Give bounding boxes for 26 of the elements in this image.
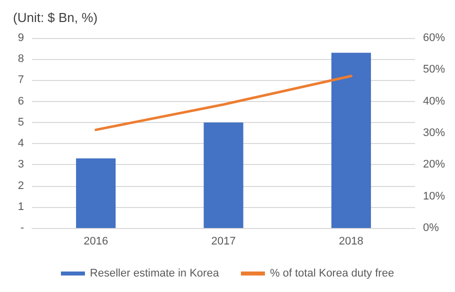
y2-tick-label: 10%	[423, 190, 446, 202]
y2-tick-label: 40%	[423, 95, 446, 108]
y2-tick-label: 60%	[423, 32, 446, 44]
bar	[204, 122, 244, 228]
y-tick-label: 5	[18, 116, 24, 128]
x-tick-label: 2016	[84, 236, 108, 248]
x-tick-label: 2018	[338, 236, 364, 248]
legend-label: % of total Korea duty free	[270, 268, 394, 280]
y2-tick-label: 20%	[423, 158, 446, 171]
legend-label: Reseller estimate in Korea	[90, 268, 220, 280]
y-tick-label: 7	[18, 74, 24, 86]
y2-tick-label: 50%	[423, 64, 446, 76]
bar	[331, 52, 371, 228]
x-tick-label: 2017	[211, 236, 236, 248]
chart-title: (Unit: $ Bn, %)	[13, 10, 98, 25]
y-tick-label: 1	[18, 200, 24, 213]
y2-tick-label: 0%	[423, 222, 440, 234]
y-tick-label: 2	[18, 180, 24, 192]
y2-tick-label: 30%	[423, 127, 446, 139]
bar	[76, 158, 116, 228]
y-tick-label: -	[20, 222, 24, 234]
y-tick-label: 4	[18, 138, 24, 150]
y-tick-label: 3	[18, 158, 24, 171]
y-tick-label: 8	[18, 53, 24, 66]
y-tick-label: 6	[18, 95, 24, 108]
y-tick-label: 9	[18, 32, 24, 44]
